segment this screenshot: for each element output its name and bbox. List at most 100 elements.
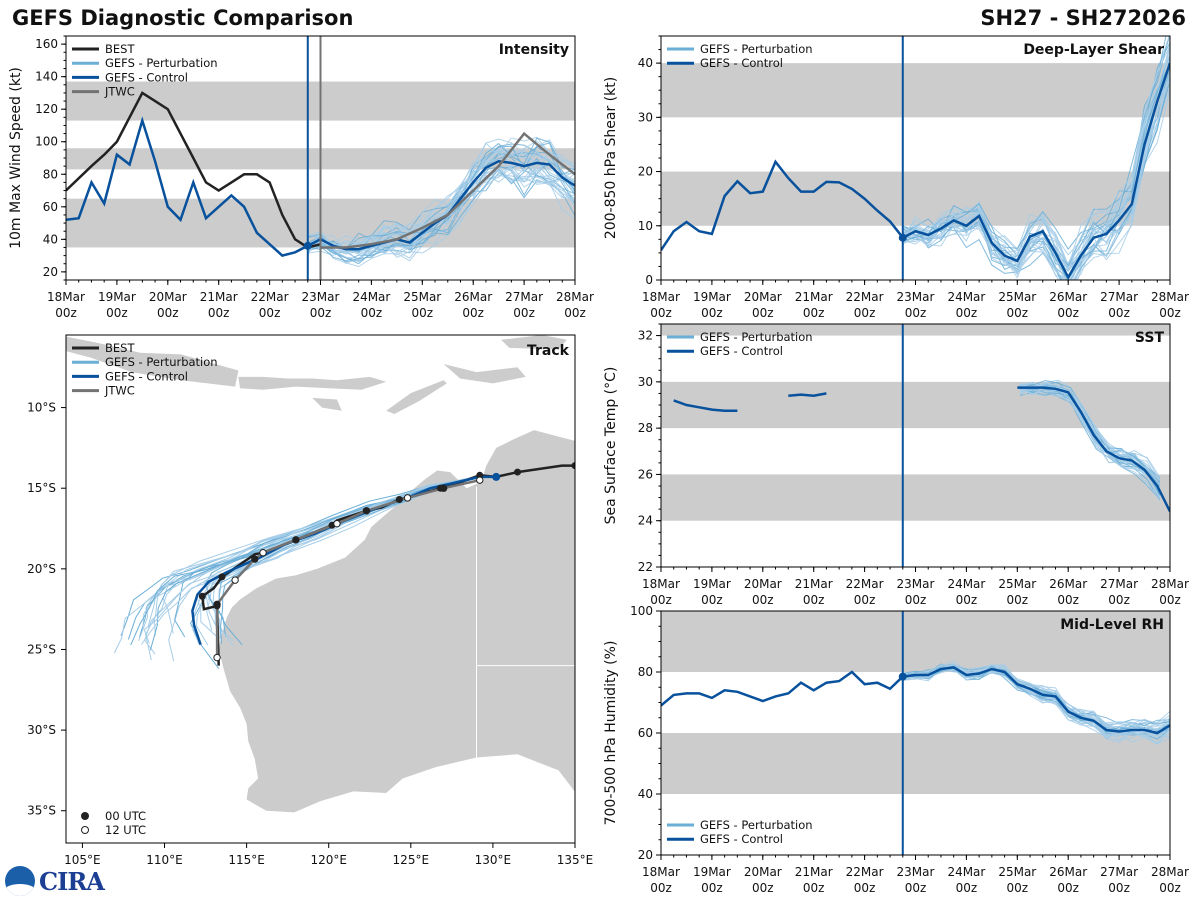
x-tick-label: 25Mar	[403, 290, 441, 304]
jtwc-marker	[213, 653, 221, 662]
x-tick-label: 00z	[650, 881, 672, 895]
island	[501, 335, 567, 350]
y-tick-label: 30	[638, 375, 653, 389]
x-tick-label: 00z	[905, 881, 927, 895]
x-tick-label: 00z	[1159, 593, 1181, 607]
x-tick-label: 00z	[361, 306, 383, 320]
y-tick-label: 120	[35, 102, 58, 116]
x-tick-label: 23Mar	[897, 865, 935, 879]
y-tick-label: 15°S	[27, 481, 56, 495]
x-tick-label: 00z	[956, 881, 978, 895]
y-tick-label: 60	[43, 200, 58, 214]
x-tick-label: 00z	[803, 881, 825, 895]
x-tick-label: 130°E	[475, 853, 512, 867]
y-axis-label: 10m Max Wind Speed (kt)	[8, 67, 24, 249]
x-tick-label: 20Mar	[744, 577, 782, 591]
y-tick-label: 40	[638, 787, 653, 801]
panel-title: Mid-Level RH	[1060, 617, 1164, 633]
plot-area	[661, 660, 1170, 746]
x-tick-label: 120°E	[310, 853, 347, 867]
x-tick-label: 24Mar	[947, 865, 985, 879]
x-tick-label: 26Mar	[454, 290, 492, 304]
x-tick-label: 00z	[1108, 593, 1130, 607]
x-tick-label: 24Mar	[352, 290, 390, 304]
x-tick-label: 00z	[564, 306, 586, 320]
legend-label: JTWC	[104, 85, 135, 99]
series-line-jtwc	[320, 131, 575, 249]
legend-label: BEST	[105, 341, 135, 355]
perturbation-line	[1019, 379, 1161, 482]
y-tick-label: 28	[638, 421, 653, 435]
marker-legend-symbol	[81, 826, 89, 834]
x-tick-label: 26Mar	[1049, 290, 1087, 304]
x-tick-label: 00z	[1108, 881, 1130, 895]
legend-label: GEFS - Perturbation	[700, 818, 813, 832]
jtwc-marker	[251, 555, 259, 563]
x-tick-label: 00z	[1159, 306, 1181, 320]
x-tick-label: 27Mar	[1100, 577, 1138, 591]
panel-rh: 20 40 60 80 100 18Mar 00z 19Mar 00z 20Mar 00z 21Mar…	[603, 604, 1189, 895]
band	[661, 381, 1170, 429]
y-tick-label: 20°S	[27, 562, 56, 576]
x-tick-label: 00z	[462, 306, 484, 320]
x-tick-label: 00z	[701, 593, 723, 607]
x-tick-label: 23Mar	[897, 290, 935, 304]
series-line-gefs-control	[661, 666, 1170, 735]
x-tick-label: 00z	[259, 306, 281, 320]
x-tick-label: 00z	[752, 306, 774, 320]
x-tick-label: 25Mar	[998, 865, 1036, 879]
legend-label: GEFS - Perturbation	[700, 330, 813, 344]
x-tick-label: 22Mar	[846, 290, 884, 304]
y-tick-label: 32	[638, 329, 653, 343]
x-tick-label: 23Mar	[302, 290, 340, 304]
x-tick-label: 00z	[752, 593, 774, 607]
perturbation-line	[307, 149, 575, 246]
x-tick-label: 21Mar	[795, 290, 833, 304]
x-tick-label: 00z	[752, 881, 774, 895]
y-tick-label: 80	[43, 167, 58, 181]
plot-area	[673, 379, 1170, 513]
page-title: GEFS Diagnostic Comparison	[12, 6, 354, 30]
x-tick-label: 18Mar	[642, 290, 680, 304]
control-start-marker	[492, 472, 501, 481]
x-tick-label: 19Mar	[693, 865, 731, 879]
legend-label: GEFS - Control	[700, 344, 783, 358]
australia-land	[218, 430, 575, 813]
map-area	[66, 335, 575, 813]
panel-title: SST	[1135, 330, 1165, 346]
marker-legend-label: 12 UTC	[105, 823, 146, 837]
x-tick-label: 19Mar	[98, 290, 136, 304]
x-tick-label: 24Mar	[947, 577, 985, 591]
perturbation-line	[902, 45, 1170, 274]
x-tick-label: 28Mar	[1151, 577, 1189, 591]
x-tick-label: 00z	[905, 306, 927, 320]
best-00utc-marker	[218, 573, 226, 581]
perturbation-line	[902, 66, 1170, 280]
jtwc-marker	[476, 476, 484, 484]
legend-label: JTWC	[104, 384, 135, 398]
x-tick-label: 00z	[854, 593, 876, 607]
perturbation-line	[902, 73, 1170, 280]
x-tick-label: 110°E	[146, 853, 183, 867]
y-tick-label: 20	[638, 848, 653, 862]
x-tick-label: 24Mar	[947, 290, 985, 304]
jtwc-marker	[403, 494, 412, 502]
x-tick-label: 23Mar	[897, 577, 935, 591]
perturbation-line	[902, 666, 1170, 737]
y-tick-label: 0	[645, 273, 653, 287]
x-tick-label: 00z	[1007, 593, 1029, 607]
island	[386, 380, 447, 414]
perturbation-line	[902, 664, 1170, 745]
y-tick-label: 22	[638, 560, 653, 574]
x-tick-label: 27Mar	[1100, 290, 1138, 304]
x-tick-label: 25Mar	[998, 577, 1036, 591]
x-tick-label: 00z	[956, 306, 978, 320]
perturbation-line	[902, 64, 1170, 269]
panel-track: 105°E 110°E 115°E 120°E 125°E 130°E 135°E 10°S 1…	[27, 334, 593, 867]
x-tick-label: 28Mar	[556, 290, 594, 304]
x-tick-label: 00z	[803, 306, 825, 320]
jtwc-marker	[231, 576, 239, 584]
x-tick-label: 00z	[1159, 881, 1181, 895]
band	[661, 611, 1170, 672]
y-tick-label: 20	[43, 265, 58, 279]
